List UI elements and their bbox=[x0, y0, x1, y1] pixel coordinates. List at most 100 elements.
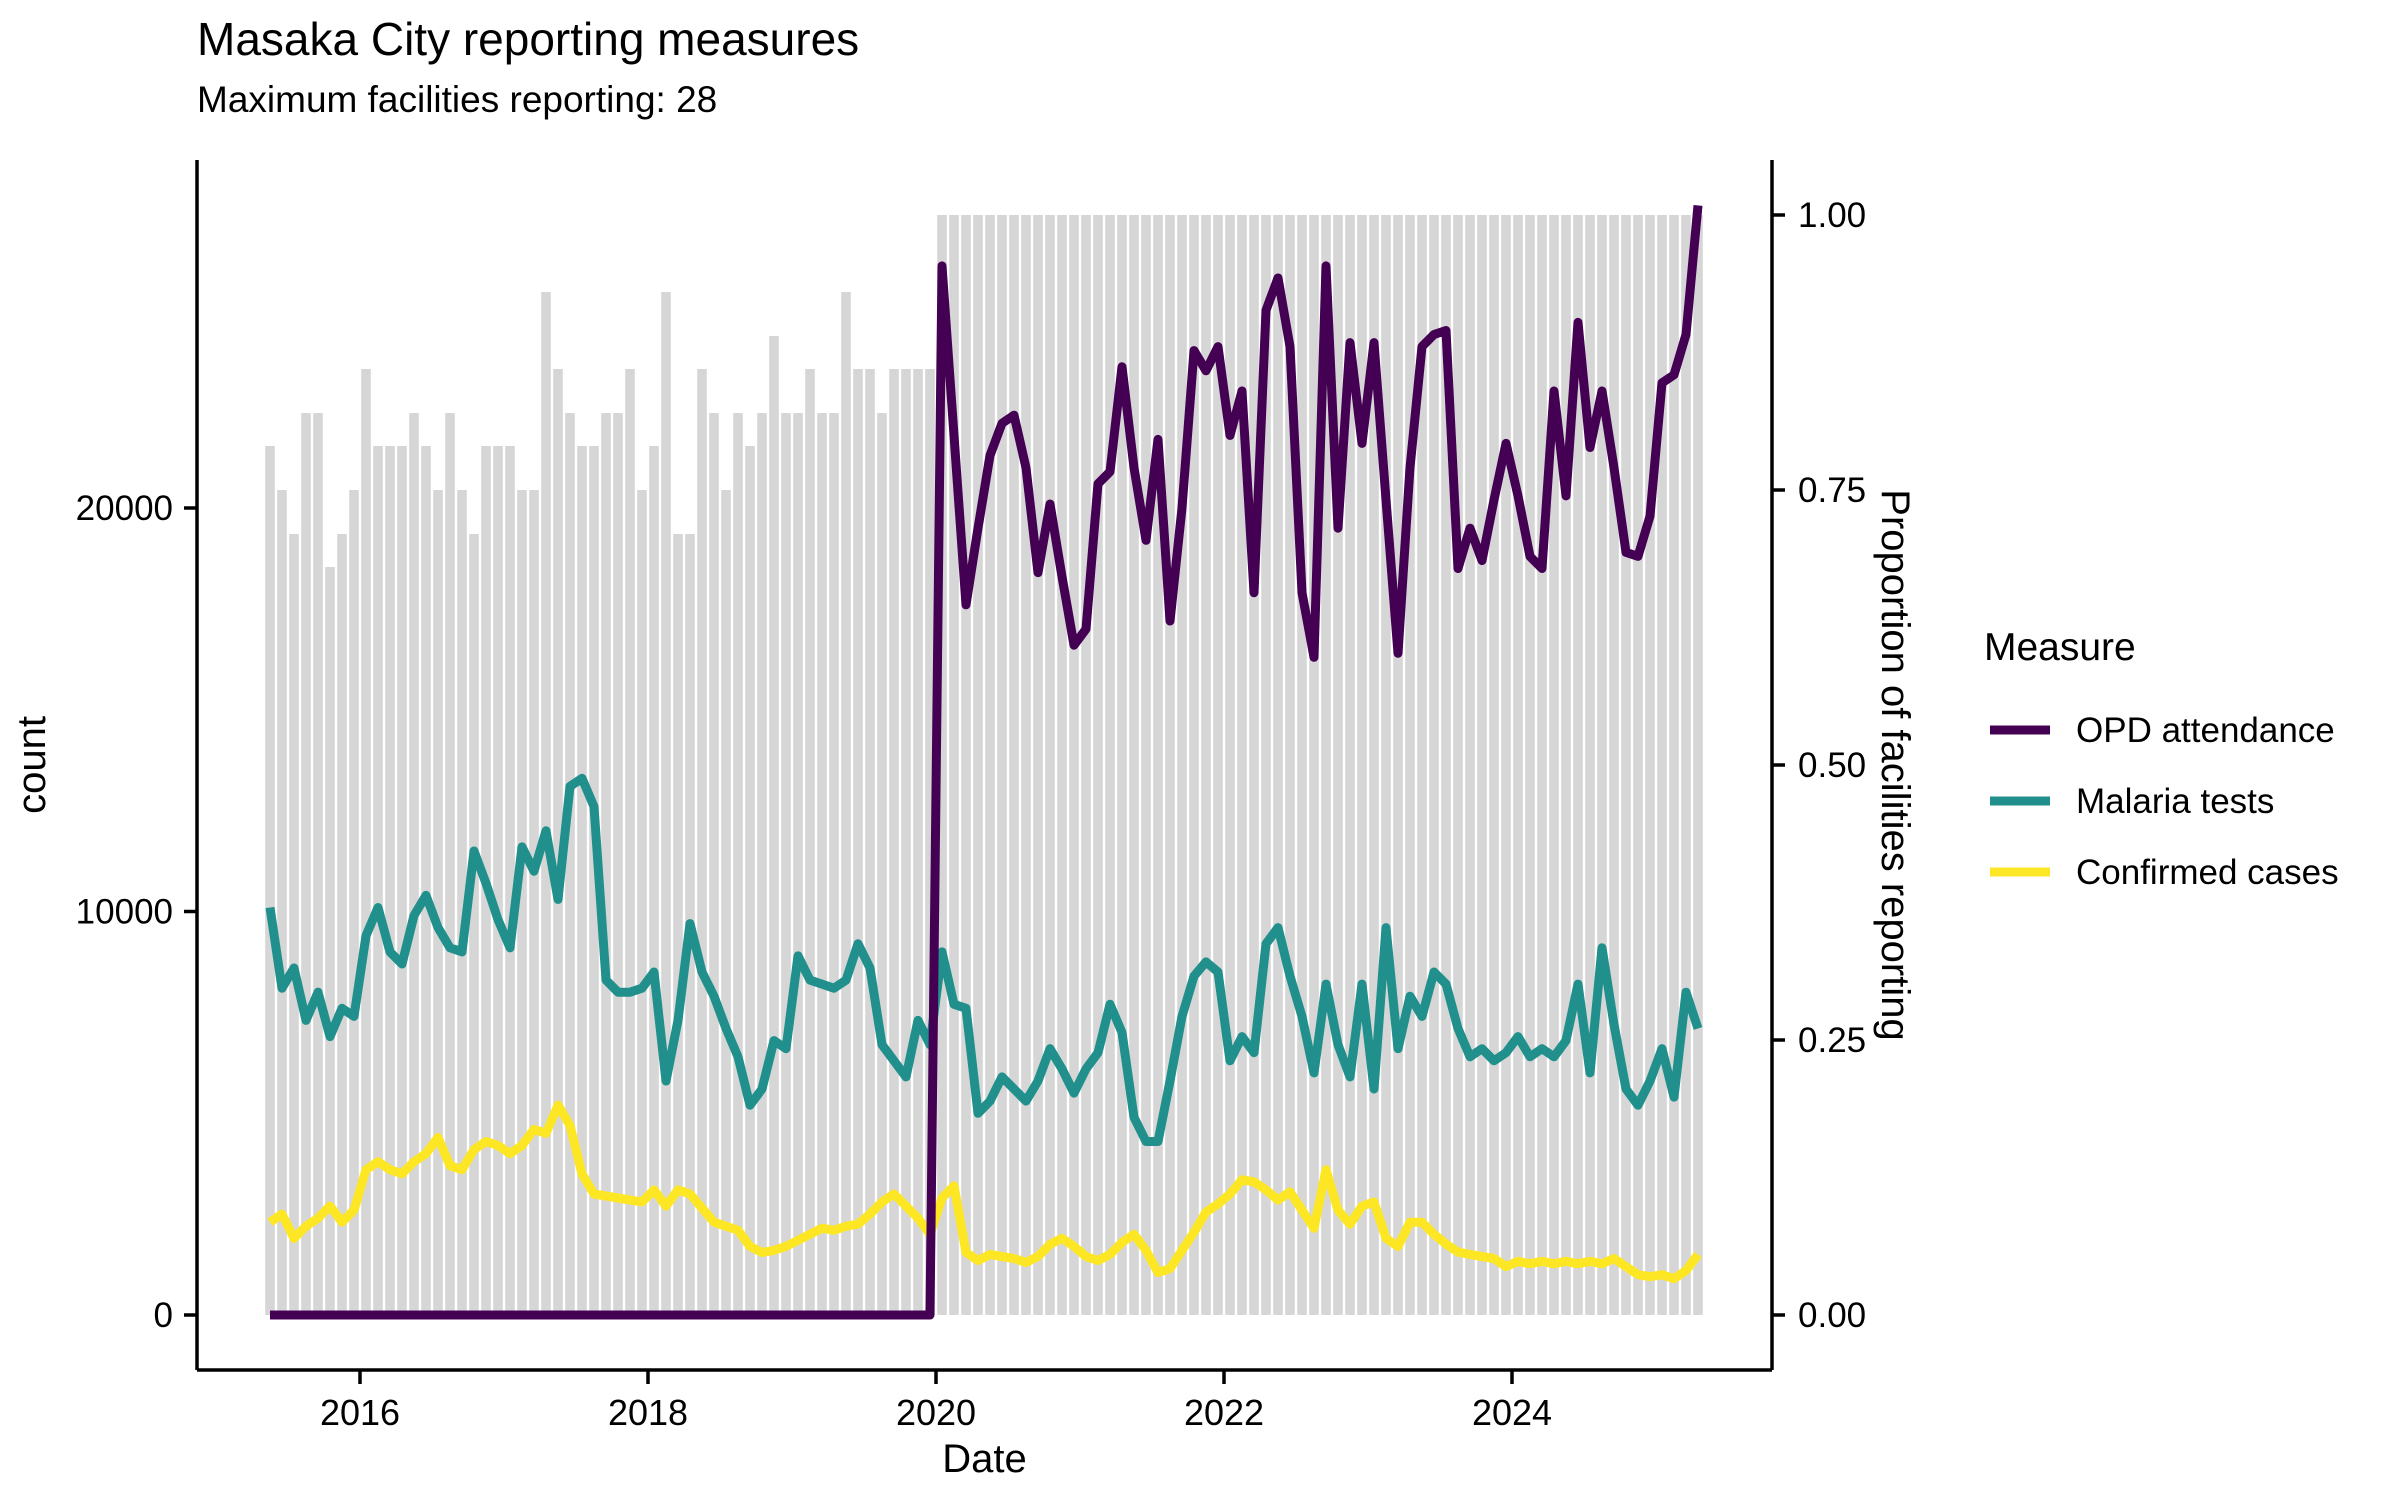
reporting-bar bbox=[493, 446, 503, 1315]
reporting-bar bbox=[517, 490, 527, 1315]
reporting-bar bbox=[541, 292, 551, 1315]
reporting-bar bbox=[1165, 215, 1175, 1315]
reporting-bar bbox=[1453, 215, 1463, 1315]
reporting-bar bbox=[277, 490, 287, 1315]
reporting-bar bbox=[1573, 215, 1583, 1315]
reporting-bar bbox=[1213, 215, 1223, 1315]
y-axis-right-title: Proportion of facilities reporting bbox=[1873, 489, 1917, 1040]
reporting-bar bbox=[1309, 215, 1319, 1315]
opd-attendance-line bbox=[270, 204, 1703, 1320]
reporting-bar bbox=[1417, 215, 1427, 1315]
reporting-bar bbox=[1537, 215, 1547, 1315]
reporting-bar bbox=[865, 369, 875, 1315]
x-tick-label: 2018 bbox=[608, 1392, 688, 1433]
reporting-bar bbox=[1381, 215, 1391, 1315]
reporting-bar bbox=[601, 413, 611, 1315]
legend-label-malaria-tests: Malaria tests bbox=[2076, 782, 2274, 821]
reporting-bar bbox=[1129, 215, 1139, 1315]
y-right-tick-label: 1.00 bbox=[1798, 196, 1866, 235]
reporting-bar bbox=[1321, 215, 1331, 1315]
reporting-bar bbox=[1285, 215, 1295, 1315]
reporting-bar bbox=[889, 369, 899, 1315]
reporting-bar bbox=[1081, 215, 1091, 1315]
reporting-bar bbox=[421, 446, 431, 1315]
reporting-bar bbox=[301, 413, 311, 1315]
chart-title: Masaka City reporting measures bbox=[197, 13, 860, 65]
reporting-bar bbox=[757, 413, 767, 1315]
reporting-bar bbox=[1225, 215, 1235, 1315]
reporting-bar bbox=[997, 215, 1007, 1315]
x-axis: 2016 2018 2020 2022 2024 bbox=[320, 1370, 1552, 1433]
reporting-bar bbox=[1009, 215, 1019, 1315]
reporting-bar bbox=[1201, 215, 1211, 1315]
reporting-bar bbox=[949, 215, 959, 1315]
reporting-bar bbox=[469, 534, 479, 1315]
reporting-bar bbox=[325, 567, 335, 1315]
reporting-bar bbox=[661, 292, 671, 1315]
reporting-bar bbox=[1057, 215, 1067, 1315]
x-axis-title: Date bbox=[942, 1437, 1027, 1481]
reporting-bar bbox=[1669, 215, 1679, 1315]
legend-label-confirmed-cases: Confirmed cases bbox=[2076, 853, 2339, 892]
reporting-bar bbox=[433, 490, 443, 1315]
reporting-bar bbox=[1597, 215, 1607, 1315]
reporting-bar bbox=[577, 446, 587, 1315]
reporting-bar bbox=[313, 413, 323, 1315]
reporting-bar bbox=[805, 369, 815, 1315]
reporting-bar bbox=[1561, 215, 1571, 1315]
reporting-bar bbox=[841, 292, 851, 1315]
reporting-bar bbox=[1045, 215, 1055, 1315]
reporting-bar bbox=[961, 215, 971, 1315]
x-tick-label: 2020 bbox=[896, 1392, 976, 1433]
reporting-bar bbox=[817, 413, 827, 1315]
reporting-bar bbox=[1477, 215, 1487, 1315]
reporting-bar bbox=[1693, 215, 1703, 1315]
reporting-bar bbox=[1297, 215, 1307, 1315]
reporting-bar bbox=[781, 413, 791, 1315]
reporting-bar bbox=[385, 446, 395, 1315]
y-right-tick-label: 0.50 bbox=[1798, 746, 1866, 785]
reporting-bar bbox=[1033, 215, 1043, 1315]
reporting-bar bbox=[337, 534, 347, 1315]
reporting-bar bbox=[553, 369, 563, 1315]
reporting-bar bbox=[1177, 215, 1187, 1315]
x-tick-label: 2022 bbox=[1184, 1392, 1264, 1433]
reporting-bar bbox=[589, 446, 599, 1315]
reporting-bar bbox=[985, 215, 995, 1315]
reporting-bar bbox=[1609, 215, 1619, 1315]
reporting-bar bbox=[793, 413, 803, 1315]
reporting-bar bbox=[1345, 215, 1355, 1315]
reporting-bar bbox=[1525, 215, 1535, 1315]
reporting-bar bbox=[1465, 215, 1475, 1315]
reporting-bar bbox=[1657, 215, 1667, 1315]
reporting-bar bbox=[925, 369, 935, 1315]
reporting-bar bbox=[745, 446, 755, 1315]
reporting-bar bbox=[1153, 215, 1163, 1315]
reporting-bar bbox=[1369, 215, 1379, 1315]
reporting-bar bbox=[649, 446, 659, 1315]
reporting-bar bbox=[265, 446, 275, 1315]
reporting-bar bbox=[1489, 215, 1499, 1315]
y-left-tick-label: 10000 bbox=[76, 893, 173, 932]
reporting-bar bbox=[565, 413, 575, 1315]
reporting-bar bbox=[853, 369, 863, 1315]
reporting-bar bbox=[1681, 215, 1691, 1315]
reporting-bar bbox=[697, 369, 707, 1315]
chart-header: Masaka City reporting measures Maximum f… bbox=[197, 14, 859, 121]
reporting-bar bbox=[1021, 215, 1031, 1315]
reporting-bar bbox=[1501, 215, 1511, 1315]
reporting-bar bbox=[1633, 215, 1643, 1315]
reporting-bar bbox=[409, 413, 419, 1315]
reporting-bar bbox=[1441, 215, 1451, 1315]
reporting-bar bbox=[349, 490, 359, 1315]
reporting-bar bbox=[709, 413, 719, 1315]
reporting-bar bbox=[1513, 215, 1523, 1315]
reporting-bar bbox=[1237, 215, 1247, 1315]
legend-label-opd-attendance: OPD attendance bbox=[2076, 711, 2335, 750]
reporting-bar bbox=[721, 490, 731, 1315]
x-tick-label: 2024 bbox=[1472, 1392, 1552, 1433]
reporting-bar bbox=[829, 413, 839, 1315]
reporting-bar bbox=[937, 215, 947, 1315]
x-tick-label: 2016 bbox=[320, 1392, 400, 1433]
